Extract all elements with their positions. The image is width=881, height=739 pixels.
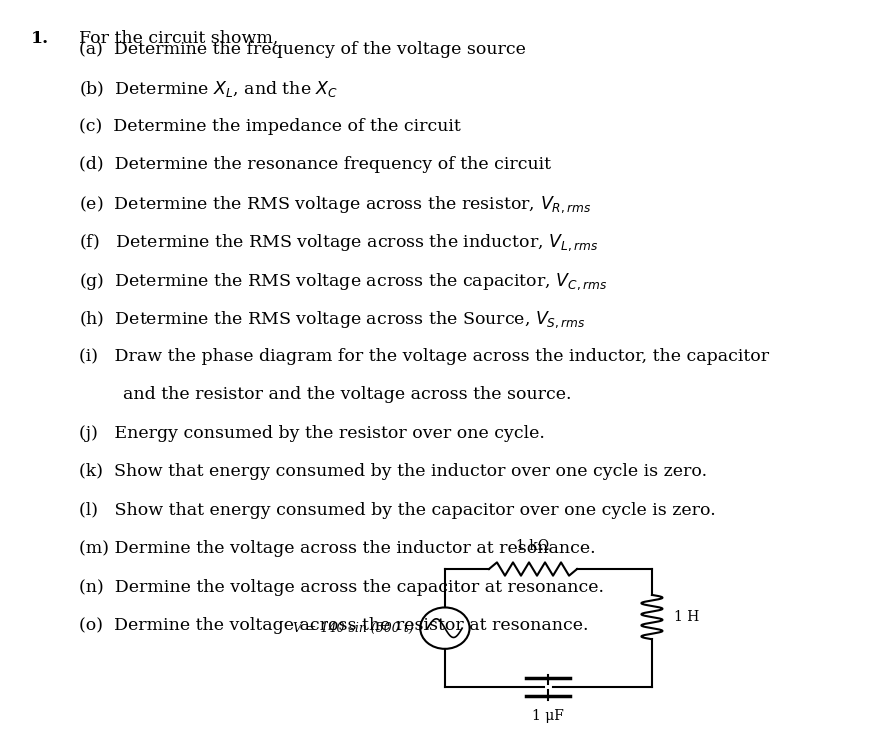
Text: (e)  Determine the RMS voltage across the resistor, $V_{R,rms}$: (e) Determine the RMS voltage across the… [79,194,592,215]
Text: and the resistor and the voltage across the source.: and the resistor and the voltage across … [79,386,572,403]
Text: (d)  Determine the resonance frequency of the circuit: (d) Determine the resonance frequency of… [79,156,552,173]
Text: (f)   Determine the RMS voltage across the inductor, $V_{L,rms}$: (f) Determine the RMS voltage across the… [79,233,598,253]
Text: (b)  Determine $X_L$, and the $X_C$: (b) Determine $X_L$, and the $X_C$ [79,79,338,99]
Text: (a)  Determine the frequency of the voltage source: (a) Determine the frequency of the volta… [79,41,526,58]
Text: (g)  Determine the RMS voltage across the capacitor, $V_{C,rms}$: (g) Determine the RMS voltage across the… [79,271,608,292]
Text: For the circuit showm,: For the circuit showm, [79,30,278,47]
Text: (c)  Determine the impedance of the circuit: (c) Determine the impedance of the circu… [79,118,461,134]
Text: (j)   Energy consumed by the resistor over one cycle.: (j) Energy consumed by the resistor over… [79,425,545,442]
Text: V = 140 sin (500 t): V = 140 sin (500 t) [292,621,413,635]
Text: 1.: 1. [31,30,49,47]
Text: (h)  Determine the RMS voltage across the Source, $V_{S,rms}$: (h) Determine the RMS voltage across the… [79,310,586,330]
Text: (k)  Show that energy consumed by the inductor over one cycle is zero.: (k) Show that energy consumed by the ind… [79,463,707,480]
Text: 1 kΩ: 1 kΩ [516,539,550,553]
Text: (n)  Dermine the voltage across the capacitor at resonance.: (n) Dermine the voltage across the capac… [79,579,604,596]
Text: (l)   Show that energy consumed by the capacitor over one cycle is zero.: (l) Show that energy consumed by the cap… [79,502,716,519]
Text: (i)   Draw the phase diagram for the voltage across the inductor, the capacitor: (i) Draw the phase diagram for the volta… [79,348,769,365]
Text: (o)  Dermine the voltage across the resistor at resonance.: (o) Dermine the voltage across the resis… [79,617,589,634]
Text: (m) Dermine the voltage across the inductor at resonance.: (m) Dermine the voltage across the induc… [79,540,596,557]
Text: 1 μF: 1 μF [532,709,565,723]
Text: 1 H: 1 H [674,610,700,624]
